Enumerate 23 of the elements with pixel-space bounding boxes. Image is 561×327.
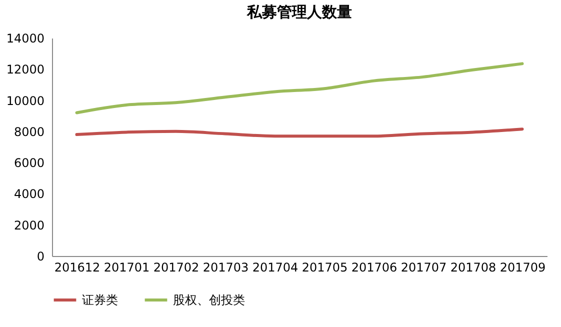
x-tick-label: 201705 [302, 260, 348, 274]
y-tick-label: 14000 [6, 32, 44, 46]
x-tick-label: 201701 [104, 260, 150, 274]
y-tick-label: 10000 [6, 94, 44, 108]
x-tick-label: 201708 [450, 260, 496, 274]
x-tick-label: 201709 [500, 260, 546, 274]
chart-title: 私募管理人数量 [246, 3, 352, 21]
legend-label: 股权、创投类 [173, 293, 245, 307]
x-tick-label: 201703 [202, 260, 249, 274]
x-tick-label: 201704 [252, 260, 298, 274]
y-tick-label: 0 [36, 250, 44, 264]
y-tick-label: 4000 [14, 187, 44, 202]
x-tick-label: 201702 [153, 260, 200, 274]
y-tick-label: 8000 [14, 124, 44, 139]
y-tick-label: 2000 [14, 218, 44, 232]
line-series [75, 62, 524, 114]
x-tick-label: 201707 [400, 260, 447, 274]
y-tick-label: 12000 [6, 62, 44, 77]
x-tick-label: 201612 [54, 260, 100, 274]
x-tick-label: 201706 [351, 260, 398, 274]
line-series [75, 128, 524, 138]
y-tick-label: 6000 [14, 156, 44, 170]
legend-label: 证券类 [82, 293, 118, 307]
